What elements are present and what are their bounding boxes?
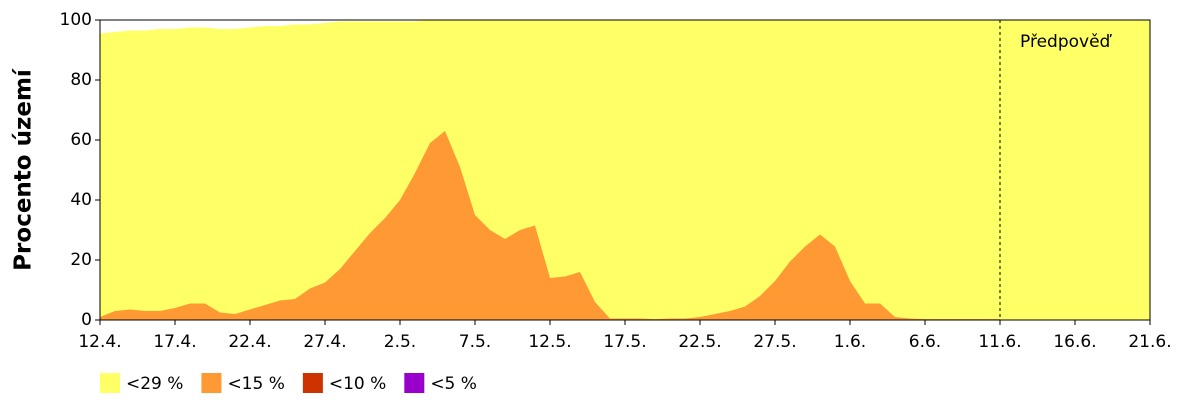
legend-label: <29 % <box>126 374 183 394</box>
x-tick-label: 22.4. <box>228 332 271 352</box>
x-tick-label: 22.5. <box>678 332 721 352</box>
area <box>100 20 1150 320</box>
x-tick-label: 7.5. <box>459 332 491 352</box>
x-tick-label: 27.5. <box>753 332 796 352</box>
x-tick-label: 6.6. <box>909 332 941 352</box>
y-tick-label: 20 <box>70 250 92 270</box>
y-tick-label: 60 <box>70 130 92 150</box>
x-tick-label: 1.6. <box>834 332 866 352</box>
legend-swatch <box>201 373 222 393</box>
area <box>100 131 1000 320</box>
x-tick-label: 2.5. <box>384 332 416 352</box>
x-tick-label: 12.5. <box>528 332 571 352</box>
legend-label: <10 % <box>329 374 386 394</box>
x-tick-label: 27.4. <box>303 332 346 352</box>
legend-swatch <box>404 373 425 393</box>
x-tick-label: 16.6. <box>1053 332 1096 352</box>
x-tick-label: 17.4. <box>153 332 196 352</box>
legend-label: <5 % <box>430 374 477 394</box>
x-tick-label: 11.6. <box>978 332 1021 352</box>
y-axis-label: Procento území <box>11 68 37 271</box>
legend-swatch <box>302 373 323 393</box>
y-tick-label: 40 <box>70 190 92 210</box>
x-tick-label: 12.4. <box>78 332 121 352</box>
x-tick-label: 21.6. <box>1128 332 1171 352</box>
x-tick-label: 17.5. <box>603 332 646 352</box>
legend-label: <15 % <box>227 374 284 394</box>
y-tick-label: 80 <box>70 70 92 90</box>
annotation: Předpověď <box>1020 32 1113 52</box>
legend-swatch <box>100 373 120 393</box>
y-tick-label: 100 <box>60 10 92 30</box>
y-tick-label: 0 <box>81 310 92 330</box>
